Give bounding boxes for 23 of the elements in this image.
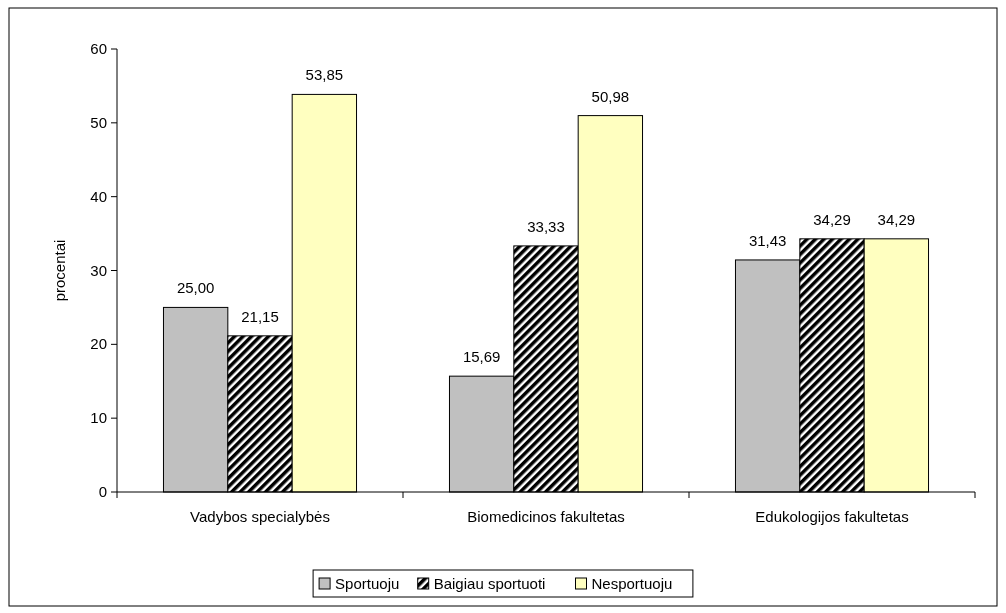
legend-label: Baigiau sportuoti xyxy=(433,575,546,592)
y-tick-label: 40 xyxy=(90,187,107,205)
y-tick-label: 60 xyxy=(90,40,107,57)
data-label: 34,29 xyxy=(877,210,916,228)
data-label: 31,43 xyxy=(748,231,787,249)
x-tick-label: Edukologijos fakultetas xyxy=(755,508,909,525)
data-label: 21,15 xyxy=(241,307,279,325)
y-tick-label: 0 xyxy=(98,483,107,500)
data-label: 25,00 xyxy=(176,279,215,297)
y-tick-label: 10 xyxy=(90,409,107,427)
y-tick-label: 20 xyxy=(90,335,107,353)
legend-label: Nesportuoju xyxy=(591,575,673,592)
data-label: 53,85 xyxy=(305,66,344,84)
y-axis-title: procentai xyxy=(51,239,68,302)
y-tick-label: 50 xyxy=(90,113,107,131)
x-tick-label: Vadybos specialybės xyxy=(190,508,330,525)
data-label: 33,33 xyxy=(527,217,565,235)
y-tick-label: 30 xyxy=(90,261,107,279)
data-label: 15,69 xyxy=(462,348,501,366)
legend-label: Sportuoju xyxy=(335,575,400,592)
x-tick-label: Biomedicinos fakultetas xyxy=(467,508,625,525)
data-label: 34,29 xyxy=(813,210,851,228)
data-label: 50,98 xyxy=(591,87,630,105)
